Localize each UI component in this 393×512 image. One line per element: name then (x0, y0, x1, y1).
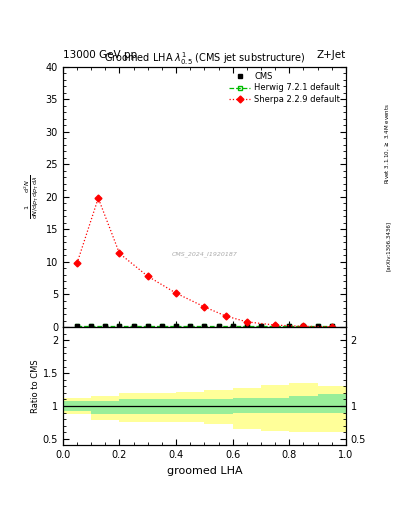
Sherpa 2.2.9 default (202, 304, 207, 310)
Herwig 7.2.1 default (216, 323, 221, 329)
Text: [arXiv:1306.3436]: [arXiv:1306.3436] (386, 221, 391, 271)
Herwig 7.2.1 default (117, 323, 122, 329)
Line: Sherpa 2.2.9 default: Sherpa 2.2.9 default (75, 196, 334, 329)
CMS (301, 323, 306, 329)
CMS (188, 323, 193, 329)
Sherpa 2.2.9 default (117, 250, 122, 257)
X-axis label: groomed LHA: groomed LHA (167, 466, 242, 476)
Herwig 7.2.1 default (103, 323, 108, 329)
Text: 13000 GeV pp: 13000 GeV pp (63, 50, 137, 60)
Herwig 7.2.1 default (273, 323, 277, 329)
CMS (160, 323, 164, 329)
Title: Groomed LHA $\lambda^{1}_{0.5}$ (CMS jet substructure): Groomed LHA $\lambda^{1}_{0.5}$ (CMS jet… (104, 50, 305, 67)
Sherpa 2.2.9 default (244, 319, 249, 325)
Legend: CMS, Herwig 7.2.1 default, Sherpa 2.2.9 default: CMS, Herwig 7.2.1 default, Sherpa 2.2.9 … (228, 71, 342, 105)
Herwig 7.2.1 default (244, 323, 249, 329)
Text: CMS_2024_I1920187: CMS_2024_I1920187 (171, 251, 237, 257)
Herwig 7.2.1 default (329, 323, 334, 329)
Herwig 7.2.1 default (202, 323, 207, 329)
Herwig 7.2.1 default (315, 323, 320, 329)
Sherpa 2.2.9 default (75, 260, 79, 266)
Sherpa 2.2.9 default (145, 273, 150, 280)
Herwig 7.2.1 default (174, 323, 178, 329)
Herwig 7.2.1 default (230, 323, 235, 329)
CMS (89, 323, 94, 329)
Line: CMS: CMS (75, 324, 334, 329)
Herwig 7.2.1 default (188, 323, 193, 329)
Sherpa 2.2.9 default (329, 324, 334, 330)
Sherpa 2.2.9 default (174, 290, 178, 296)
CMS (287, 323, 292, 329)
CMS (259, 323, 263, 329)
CMS (145, 323, 150, 329)
Y-axis label: $\frac{1}{\mathrm{d}N/\mathrm{d}p_\mathrm{T}}\frac{\mathrm{d}^2N}{\mathrm{d}p_\m: $\frac{1}{\mathrm{d}N/\mathrm{d}p_\mathr… (23, 175, 41, 219)
Sherpa 2.2.9 default (96, 195, 101, 201)
Herwig 7.2.1 default (131, 323, 136, 329)
CMS (75, 323, 79, 329)
CMS (315, 323, 320, 329)
Herwig 7.2.1 default (89, 323, 94, 329)
Sherpa 2.2.9 default (223, 313, 228, 319)
Herwig 7.2.1 default (287, 323, 292, 329)
Herwig 7.2.1 default (259, 323, 263, 329)
Herwig 7.2.1 default (145, 323, 150, 329)
Text: Z+Jet: Z+Jet (317, 50, 346, 60)
Herwig 7.2.1 default (160, 323, 164, 329)
CMS (103, 323, 108, 329)
Herwig 7.2.1 default (301, 323, 306, 329)
CMS (216, 323, 221, 329)
CMS (273, 323, 277, 329)
Sherpa 2.2.9 default (273, 322, 277, 328)
Y-axis label: Ratio to CMS: Ratio to CMS (31, 359, 40, 413)
Text: Rivet 3.1.10, $\geq$ 3.4M events: Rivet 3.1.10, $\geq$ 3.4M events (384, 103, 391, 184)
CMS (131, 323, 136, 329)
CMS (174, 323, 178, 329)
Herwig 7.2.1 default (75, 323, 79, 329)
CMS (202, 323, 207, 329)
CMS (230, 323, 235, 329)
CMS (117, 323, 122, 329)
Sherpa 2.2.9 default (301, 323, 306, 329)
Line: Herwig 7.2.1 default: Herwig 7.2.1 default (75, 324, 334, 329)
CMS (244, 323, 249, 329)
CMS (329, 323, 334, 329)
